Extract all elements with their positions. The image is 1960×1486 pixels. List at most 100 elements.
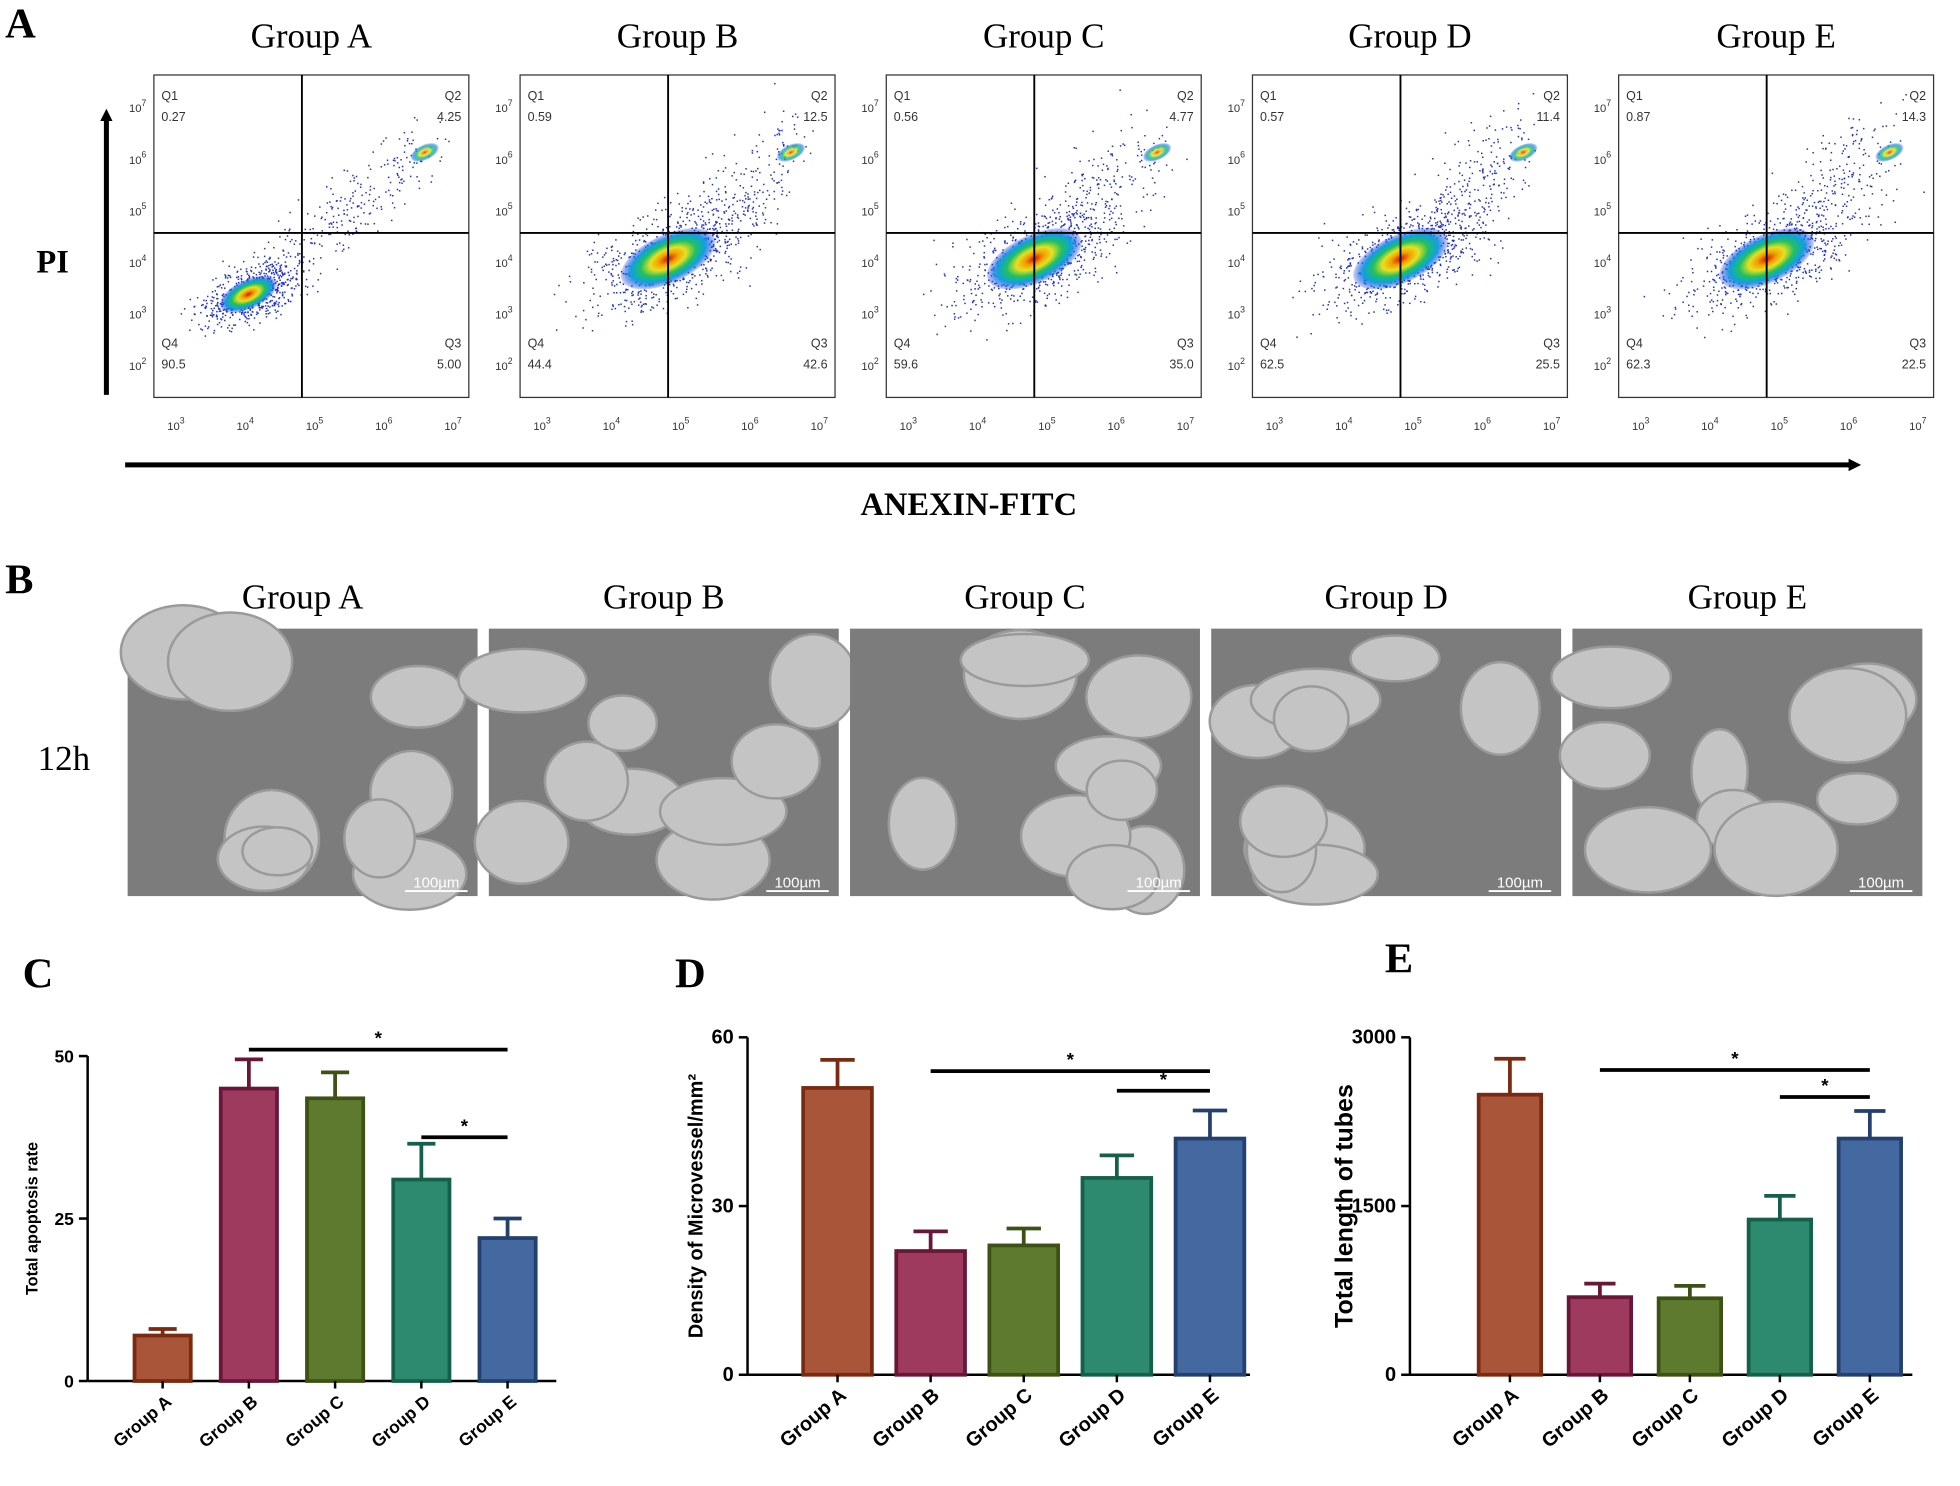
event-dot <box>258 271 260 274</box>
event-dot <box>1044 215 1046 218</box>
event-dot <box>282 273 284 276</box>
tick-base: 10 <box>672 421 685 433</box>
event-dot <box>248 324 251 327</box>
event-dot <box>1856 129 1858 132</box>
tick-label: 102 <box>129 356 147 373</box>
event-dot <box>1071 171 1073 174</box>
event-dot <box>1375 298 1378 300</box>
event-dot <box>728 255 730 258</box>
event-dot <box>317 290 319 293</box>
event-dot <box>1014 239 1017 242</box>
event-dot <box>1153 142 1155 145</box>
event-dot <box>268 271 270 273</box>
event-dot <box>737 228 740 231</box>
event-dot <box>718 223 721 225</box>
event-dot <box>272 269 274 272</box>
tick-label: 103 <box>861 304 878 321</box>
tick-exponent: 4 <box>981 416 986 426</box>
event-dot <box>1460 239 1463 241</box>
tick-base: 10 <box>969 421 982 433</box>
event-dot <box>1486 127 1488 129</box>
event-dot <box>378 196 380 198</box>
event-dot <box>1834 235 1837 238</box>
event-dot <box>298 284 300 287</box>
event-dot <box>774 82 776 85</box>
event-dot <box>1806 221 1809 223</box>
bar <box>801 1086 874 1377</box>
event-dot <box>1448 242 1450 245</box>
tick-label: 105 <box>861 201 878 218</box>
event-dot <box>1819 220 1822 222</box>
event-dot <box>347 247 350 249</box>
event-dot <box>1804 271 1807 273</box>
event-dot <box>357 182 359 185</box>
tick-label: 103 <box>1266 416 1283 433</box>
event-dot <box>1066 211 1068 214</box>
event-dot <box>269 312 271 314</box>
event-dot <box>284 291 286 293</box>
event-dot <box>715 220 717 223</box>
event-dot <box>329 201 331 203</box>
event-dot <box>211 296 214 298</box>
event-dot <box>1768 289 1771 292</box>
event-dot <box>1079 160 1081 163</box>
event-dot <box>1510 177 1513 180</box>
x-tick-label: Group E <box>1809 1384 1884 1452</box>
event-dot <box>269 301 271 303</box>
event-dot <box>775 233 778 235</box>
event-dot <box>1872 177 1874 180</box>
event-dot <box>1488 137 1490 140</box>
event-dot <box>1905 94 1907 96</box>
event-dot <box>762 214 765 216</box>
event-dot <box>1704 336 1706 339</box>
event-dot <box>346 209 349 211</box>
event-dot <box>1321 245 1323 247</box>
event-dot <box>713 229 715 231</box>
event-dot <box>1467 203 1470 205</box>
event-dot <box>1313 290 1315 292</box>
event-dot <box>779 129 781 132</box>
event-dot <box>1340 265 1342 267</box>
event-dot <box>1795 287 1798 290</box>
event-dot <box>1473 259 1476 261</box>
event-dot <box>1064 223 1066 225</box>
tick-exponent: 2 <box>1240 356 1245 366</box>
event-dot <box>957 275 959 278</box>
event-dot <box>1822 215 1825 217</box>
event-dot <box>1860 140 1862 142</box>
event-dot <box>339 242 341 244</box>
quadrant-name: Q2 <box>1543 89 1560 103</box>
event-dot <box>1058 277 1061 279</box>
event-dot <box>1477 189 1479 191</box>
event-dot <box>1041 215 1043 217</box>
event-dot <box>1097 281 1099 283</box>
event-dot <box>1492 219 1494 222</box>
event-dot <box>974 288 976 290</box>
tick-base: 10 <box>861 258 874 270</box>
event-dot <box>703 190 705 193</box>
event-dot <box>1428 220 1431 222</box>
event-dot <box>1386 312 1388 314</box>
event-dot <box>686 281 688 284</box>
event-dot <box>1447 242 1449 245</box>
event-dot <box>1004 226 1006 229</box>
event-dot <box>1440 208 1443 211</box>
event-dot <box>627 288 629 291</box>
event-dot <box>984 269 987 272</box>
event-dot <box>1834 245 1836 248</box>
event-dot <box>1415 209 1418 212</box>
event-dot <box>1489 209 1492 212</box>
event-dot <box>653 218 655 221</box>
event-dot <box>1815 221 1818 224</box>
event-dot <box>1116 170 1118 173</box>
density-tail <box>410 143 439 162</box>
event-dot <box>1012 236 1015 239</box>
quadrant-value: 0.59 <box>528 110 552 124</box>
event-dot <box>260 272 262 274</box>
event-dot <box>284 228 286 231</box>
event-dot <box>1830 256 1832 259</box>
event-dot <box>1802 197 1804 199</box>
event-dot <box>1829 267 1832 269</box>
event-dot <box>1138 148 1140 150</box>
event-dot <box>269 306 271 308</box>
